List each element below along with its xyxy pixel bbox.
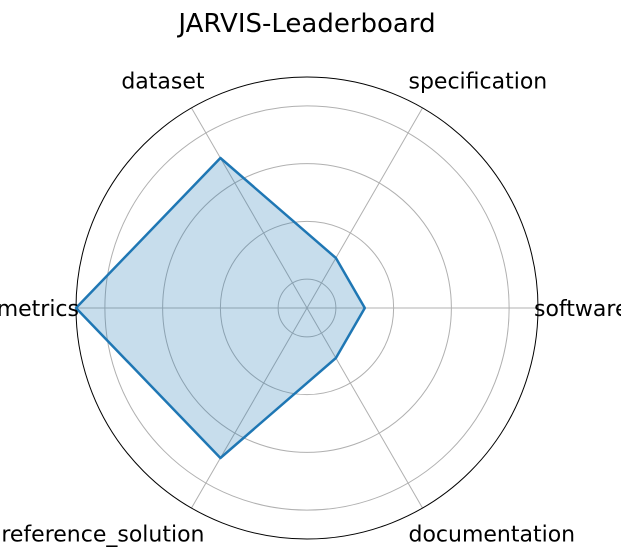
axis-label-software: software <box>534 297 621 322</box>
axis-label-dataset: dataset <box>121 70 205 95</box>
chart-title: JARVIS-Leaderboard <box>176 9 435 39</box>
series-layer <box>76 158 365 458</box>
axis-label-metrics: metrics <box>0 297 79 322</box>
axis-label-reference-solution: reference_solution <box>1 522 204 547</box>
axis-label-specification: specification <box>409 70 548 95</box>
series-fill-0 <box>76 158 365 458</box>
axis-label-documentation: documentation <box>409 522 576 547</box>
